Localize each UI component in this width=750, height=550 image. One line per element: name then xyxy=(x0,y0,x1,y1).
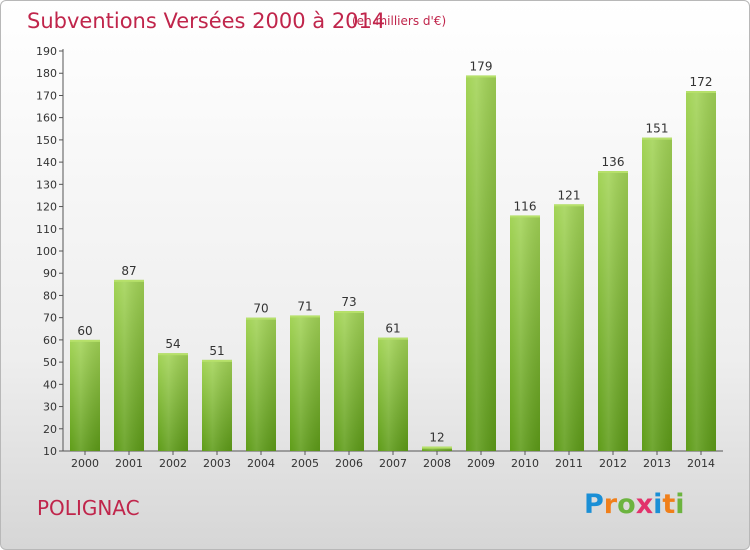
bar-top-highlight xyxy=(334,311,364,313)
logo-letter: r xyxy=(603,489,618,520)
y-tick-label: 160 xyxy=(36,112,57,125)
y-tick-label: 120 xyxy=(36,201,57,214)
x-tick-label: 2004 xyxy=(247,457,275,470)
logo-letter: i xyxy=(675,489,685,520)
x-tick-label: 2011 xyxy=(555,457,583,470)
bar-shine xyxy=(554,204,584,451)
y-tick-label: 30 xyxy=(43,401,57,414)
bar-shine xyxy=(290,315,320,451)
y-tick-label: 150 xyxy=(36,134,57,147)
logo-letter: x xyxy=(635,489,654,520)
data-label: 71 xyxy=(297,299,312,313)
y-tick-label: 90 xyxy=(43,267,57,280)
data-label: 70 xyxy=(253,302,268,316)
bar-top-highlight xyxy=(510,215,540,218)
bar-shine xyxy=(158,353,188,451)
y-tick-label: 80 xyxy=(43,289,57,302)
x-tick-label: 2009 xyxy=(467,457,495,470)
bar-shine xyxy=(70,339,100,451)
y-tick-label: 130 xyxy=(36,178,57,191)
y-tick-label: 20 xyxy=(43,423,57,436)
chart-bars xyxy=(70,75,716,451)
bar-top-highlight xyxy=(598,171,628,173)
chart-axes: 10 20 30 40 50 60 70 80 90 100 110 120 130 140 150 160 1… xyxy=(36,45,723,458)
x-tick-label: 2002 xyxy=(159,457,187,470)
bar-top-highlight xyxy=(246,317,276,320)
data-label: 73 xyxy=(341,295,356,309)
data-label: 61 xyxy=(385,322,400,336)
data-label: 151 xyxy=(646,122,669,136)
x-tick-label: 2012 xyxy=(599,457,627,470)
bar-top-highlight xyxy=(686,91,716,93)
x-tick-label: 2010 xyxy=(511,457,539,470)
data-label: 172 xyxy=(690,75,713,89)
proxiti-logo: Proxiti xyxy=(584,489,685,520)
bar-shine xyxy=(422,446,452,451)
logo-letter: t xyxy=(662,489,676,520)
data-label: 54 xyxy=(165,337,180,351)
data-label: 51 xyxy=(209,344,224,358)
chart-labels: 2000 60 2001 87 2002 54 2003 51 2004 70 2005 71 2006… xyxy=(71,59,715,470)
data-label: 60 xyxy=(77,324,92,338)
bar-shine xyxy=(246,317,276,451)
y-tick-label: 110 xyxy=(36,223,57,236)
bar-shine xyxy=(334,311,364,451)
bar-top-highlight xyxy=(114,279,144,282)
bar-top-highlight xyxy=(466,75,496,78)
commune-name: POLIGNAC xyxy=(37,496,140,520)
bar-top-highlight xyxy=(642,137,672,140)
bar-shine xyxy=(598,171,628,451)
bar-top-highlight xyxy=(158,353,188,356)
data-label: 12 xyxy=(429,431,444,445)
y-tick-label: 190 xyxy=(36,45,57,58)
data-label: 179 xyxy=(470,59,493,73)
x-tick-label: 2003 xyxy=(203,457,231,470)
y-tick-label: 40 xyxy=(43,378,57,391)
y-tick-label: 60 xyxy=(43,334,57,347)
bar-top-highlight xyxy=(290,315,320,318)
logo-letter: P xyxy=(584,489,604,520)
chart-title: Subventions Versées 2000 à 2014 xyxy=(27,9,386,33)
bar-shine xyxy=(466,75,496,451)
bar-top-highlight xyxy=(202,359,232,362)
bar-shine xyxy=(202,359,232,451)
bar-shine xyxy=(642,137,672,451)
y-tick-label: 180 xyxy=(36,67,57,80)
bar-top-highlight xyxy=(70,339,100,342)
bar-top-highlight xyxy=(554,204,584,207)
x-tick-label: 2000 xyxy=(71,457,99,470)
x-tick-label: 2007 xyxy=(379,457,407,470)
bar-top-highlight xyxy=(378,337,408,340)
y-tick-label: 170 xyxy=(36,89,57,102)
y-tick-label: 70 xyxy=(43,312,57,325)
bar-shine xyxy=(378,337,408,451)
logo-letter: o xyxy=(617,489,636,520)
chart-subtitle: (en milliers d'€) xyxy=(352,14,447,28)
x-tick-label: 2005 xyxy=(291,457,319,470)
logo-letter: i xyxy=(653,489,663,520)
y-tick-label: 140 xyxy=(36,156,57,169)
bar-top-highlight xyxy=(422,446,452,449)
data-label: 121 xyxy=(558,188,581,202)
x-tick-label: 2013 xyxy=(643,457,671,470)
x-tick-label: 2006 xyxy=(335,457,363,470)
data-label: 87 xyxy=(121,264,136,278)
y-tick-label: 100 xyxy=(36,245,57,258)
x-tick-label: 2014 xyxy=(687,457,715,470)
data-label: 116 xyxy=(514,199,537,213)
x-tick-label: 2008 xyxy=(423,457,451,470)
bar-shine xyxy=(510,215,540,451)
y-tick-label: 50 xyxy=(43,356,57,369)
data-label: 136 xyxy=(602,155,625,169)
x-tick-label: 2001 xyxy=(115,457,143,470)
y-tick-label: 10 xyxy=(43,445,57,458)
bar-shine xyxy=(114,279,144,451)
bar-shine xyxy=(686,91,716,451)
